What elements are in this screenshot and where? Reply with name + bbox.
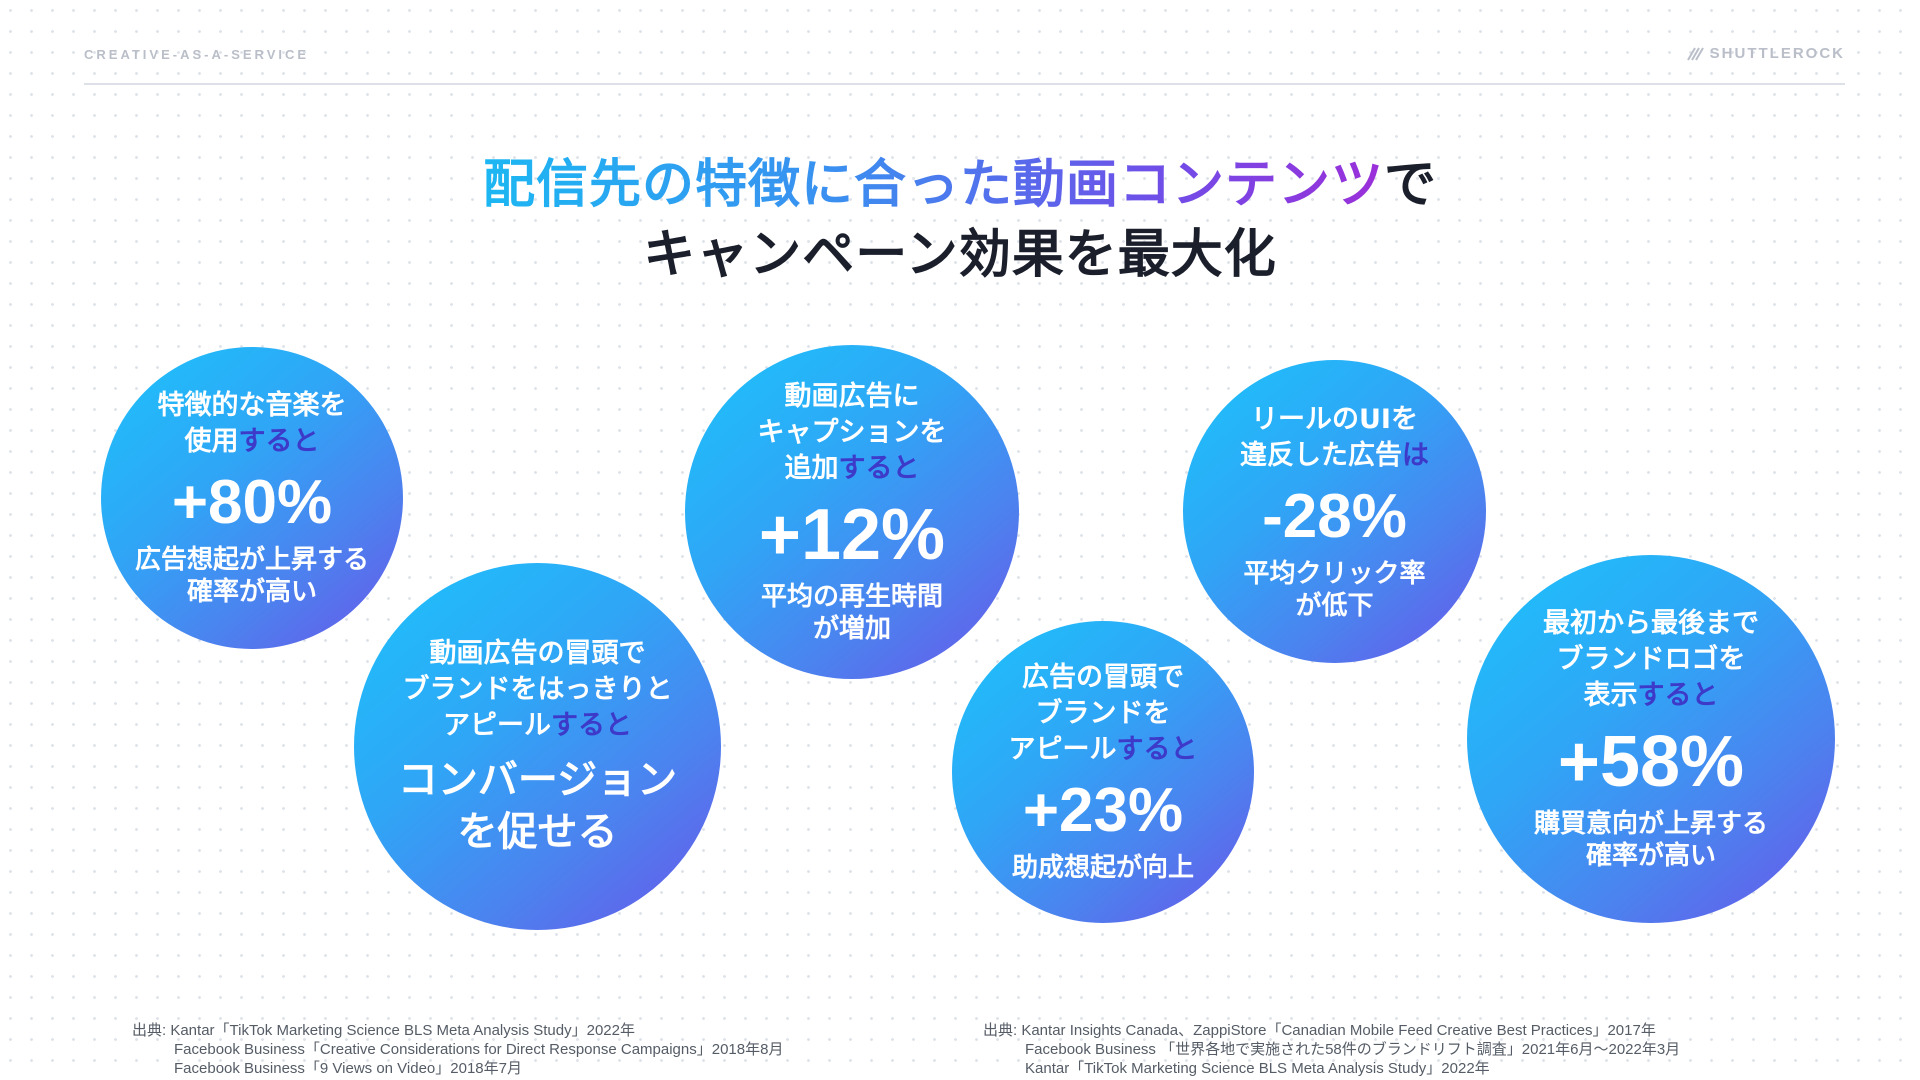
bubble-condition: 動画広告に キャプションを 追加すると	[758, 379, 947, 487]
title-line-1: 配信先の特徴に合った動画コンテンツで	[0, 150, 1920, 220]
bubble-condition-line: リールのUIを	[1251, 403, 1418, 435]
source-line: Facebook Business 「世界各地で実施された58件のブランドリフト…	[1025, 1041, 1681, 1058]
bubble-stat: +80%	[171, 468, 333, 537]
bubble-result-line: 広告想起が上昇する	[134, 545, 369, 575]
bubble-result-line: が低下	[1295, 590, 1374, 621]
page-title: 配信先の特徴に合った動画コンテンツで キャンペーン効果を最大化	[0, 150, 1920, 290]
source-line: 出典: Kantar「TikTok Marketing Science BLS …	[132, 1022, 635, 1039]
bubble-condition-line: 最初から最後まで	[1543, 608, 1759, 639]
bubble-condition-highlight: すると	[1637, 680, 1719, 711]
bubble-result-line: が増加	[812, 614, 891, 644]
stat-bubble-brand-appeal: 広告の冒頭で ブランドを アピールすると +23% 助成想起が向上	[952, 621, 1254, 923]
bubble-condition-line: 動画広告の冒頭で	[429, 637, 646, 669]
bubble-result-line: 平均の再生時間	[760, 582, 943, 612]
bubble-result-line: 助成想起が向上	[1011, 853, 1194, 883]
bubble-result: コンバージョン を促せる	[398, 754, 677, 858]
bubble-result: 購買意向が上昇する 確率が高い	[1534, 808, 1768, 872]
bubble-condition: 最初から最後まで ブランドロゴを 表示すると	[1543, 606, 1759, 714]
bubble-condition-text: アピール	[443, 709, 551, 741]
stat-bubble-brand-logo: 最初から最後まで ブランドロゴを 表示すると +58% 購買意向が上昇する 確率…	[1467, 555, 1835, 923]
bubble-stat: -28%	[1262, 481, 1407, 551]
bubble-result-line: 確率が高い	[1585, 841, 1716, 871]
bubble-condition-line: 動画広告に	[784, 381, 920, 412]
brand-name: SHUTTLEROCK	[1709, 45, 1845, 62]
title-line-2: キャンペーン効果を最大化	[643, 225, 1277, 285]
bubble-condition-highlight: すると	[238, 426, 320, 457]
bubble-stat: +58%	[1557, 722, 1745, 802]
logo-stripes-icon	[1686, 46, 1704, 61]
source-line: Facebook Business「9 Views on Video」2018年…	[174, 1060, 522, 1077]
bubble-condition-highlight: すると	[551, 709, 632, 741]
bubble-condition-line: アピールすると	[403, 708, 673, 744]
sources-left: 出典: Kantar「TikTok Marketing Science BLS …	[132, 1021, 783, 1078]
bubble-condition-line: ブランドロゴを	[1556, 644, 1746, 675]
bubble-condition-line: 違反した広告は	[1240, 438, 1429, 474]
bubble-result-line: 平均クリック率	[1243, 558, 1426, 589]
bubble-condition-line: ブランドを	[1035, 698, 1171, 729]
bubble-result: 平均クリック率 が低下	[1243, 558, 1425, 622]
bubble-result: 広告想起が上昇する 確率が高い	[135, 544, 369, 608]
bubble-condition-text: 表示	[1583, 680, 1638, 711]
bubble-result-line: 購買意向が上昇する	[1533, 809, 1768, 839]
header-divider	[84, 83, 1845, 85]
bubble-result-line: コンバージョン	[397, 756, 678, 803]
bubble-condition: 広告の冒頭で ブランドを アピールすると	[1009, 660, 1198, 768]
bubble-condition-text: 追加	[784, 453, 839, 484]
bubble-stat: +23%	[1022, 776, 1184, 845]
bubble-condition-line: 特徴的な音楽を	[157, 390, 347, 421]
sources-right: 出典: Kantar Insights Canada、ZappiStore「Ca…	[983, 1021, 1680, 1078]
stat-bubble-music: 特徴的な音楽を 使用すると +80% 広告想起が上昇する 確率が高い	[101, 347, 403, 649]
bubble-condition-line: ブランドをはっきりと	[402, 673, 673, 705]
bubble-condition-line: 追加すると	[758, 451, 947, 487]
bubble-condition: 動画広告の冒頭で ブランドをはっきりと アピールすると	[403, 636, 673, 744]
stat-bubble-brand-intro: 動画広告の冒頭で ブランドをはっきりと アピールすると コンバージョン を促せる	[354, 563, 721, 930]
source-line: Kantar「TikTok Marketing Science BLS Meta…	[1025, 1060, 1490, 1077]
title-suffix: で	[1384, 155, 1438, 215]
bubble-condition-text: 違反した広告	[1240, 439, 1402, 471]
bubble-condition-line: 表示すると	[1543, 678, 1759, 714]
bubble-condition-line: キャプションを	[757, 417, 947, 448]
brand-logo: SHUTTLEROCK	[1686, 45, 1845, 62]
bubble-result: 助成想起が向上	[1012, 852, 1194, 884]
bubble-condition-line: アピールすると	[1009, 732, 1198, 768]
bubble-stat: +12%	[758, 495, 946, 575]
stat-bubble-captions: 動画広告に キャプションを 追加すると +12% 平均の再生時間 が増加	[685, 345, 1019, 679]
title-highlight: 配信先の特徴に合った動画コンテンツ	[482, 155, 1384, 215]
bubble-result-line: 確率が高い	[186, 577, 317, 607]
source-line: 出典: Kantar Insights Canada、ZappiStore「Ca…	[983, 1022, 1656, 1039]
bubble-condition-highlight: すると	[838, 453, 920, 484]
stat-bubble-reels-ui: リールのUIを 違反した広告は -28% 平均クリック率 が低下	[1183, 360, 1486, 663]
bubble-result-line: を促せる	[457, 808, 618, 855]
bubble-condition: 特徴的な音楽を 使用すると	[158, 388, 347, 460]
bubble-condition-text: 使用	[184, 426, 239, 457]
bubble-condition-text: アピール	[1008, 734, 1117, 765]
header-tagline: CREATIVE-AS-A-SERVICE	[84, 47, 310, 62]
bubble-condition-line: 使用すると	[158, 424, 347, 460]
bubble-condition-highlight: すると	[1116, 734, 1198, 765]
bubble-result: 平均の再生時間 が増加	[761, 581, 943, 645]
source-line: Facebook Business「Creative Consideration…	[174, 1041, 784, 1058]
bubble-condition-highlight: は	[1402, 439, 1429, 471]
bubble-condition: リールのUIを 違反した広告は	[1240, 402, 1429, 474]
bubble-condition-line: 広告の冒頭で	[1022, 662, 1184, 693]
